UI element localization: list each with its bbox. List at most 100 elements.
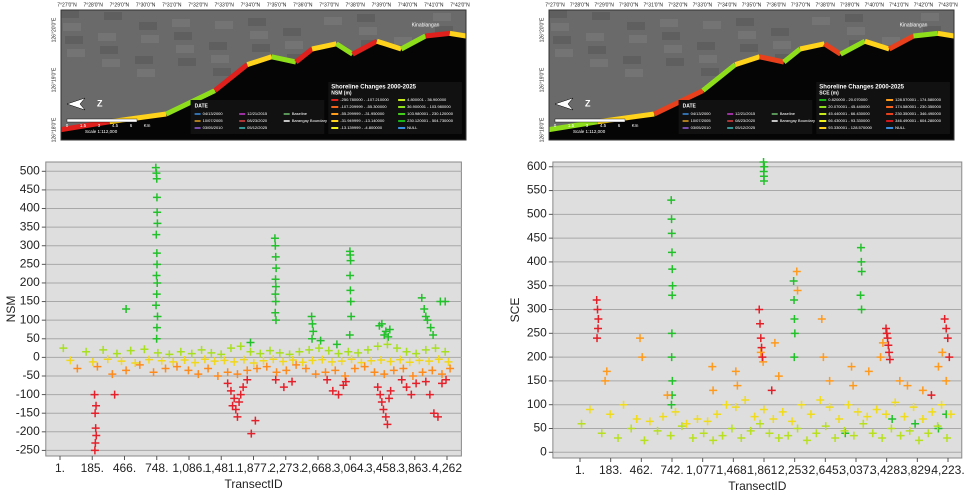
point bbox=[602, 367, 611, 376]
point bbox=[346, 286, 355, 295]
point bbox=[66, 356, 75, 365]
point bbox=[909, 403, 918, 412]
point bbox=[271, 241, 280, 250]
map-texture bbox=[435, 26, 453, 34]
lon-label: 7°35'0"N bbox=[742, 2, 762, 8]
point bbox=[444, 357, 453, 366]
point bbox=[770, 338, 779, 347]
point bbox=[888, 414, 897, 423]
x-tick-label: 1. bbox=[575, 463, 585, 477]
point bbox=[223, 379, 232, 388]
lon-label: 7°42'0"N bbox=[450, 2, 470, 8]
point bbox=[433, 412, 442, 421]
shoreline bbox=[799, 41, 825, 52]
point bbox=[927, 391, 936, 400]
point bbox=[314, 344, 323, 353]
point bbox=[693, 414, 702, 423]
map-texture bbox=[551, 23, 569, 31]
point bbox=[122, 305, 131, 313]
point bbox=[117, 357, 126, 366]
lat-label: 126°18'0"E bbox=[51, 117, 57, 142]
point bbox=[91, 438, 100, 447]
point bbox=[778, 407, 787, 416]
point bbox=[640, 436, 649, 445]
x-tick-label: 1,861. bbox=[747, 463, 780, 477]
shoreline bbox=[782, 47, 802, 64]
map-texture bbox=[139, 22, 157, 30]
date-title: DATE bbox=[683, 103, 697, 109]
point bbox=[247, 429, 256, 438]
point bbox=[577, 419, 586, 428]
x-tick-label: 3,458. bbox=[366, 461, 399, 475]
point bbox=[884, 341, 893, 350]
point bbox=[153, 278, 162, 287]
lat-label: 126°19'0"E bbox=[539, 67, 545, 92]
point bbox=[271, 290, 280, 299]
x-tick-label: 3,829. bbox=[901, 463, 934, 477]
point bbox=[859, 419, 868, 428]
y-tick-label: 300 bbox=[20, 238, 40, 252]
point bbox=[153, 260, 162, 269]
point bbox=[765, 429, 774, 438]
shoreline bbox=[839, 38, 867, 57]
x-tick-label: 3,863. bbox=[398, 461, 431, 475]
point bbox=[396, 355, 405, 364]
shoreline bbox=[213, 62, 249, 93]
point bbox=[668, 291, 677, 300]
point bbox=[441, 347, 450, 356]
date-label: 03/05/2010 bbox=[203, 125, 224, 130]
point bbox=[207, 348, 216, 357]
y-axis-title: NSM bbox=[4, 296, 18, 323]
point bbox=[152, 290, 161, 299]
point bbox=[271, 316, 280, 325]
x-tick-label: 185. bbox=[81, 461, 104, 475]
point bbox=[239, 355, 248, 364]
y-tick-label: 250 bbox=[20, 257, 40, 271]
point bbox=[230, 357, 239, 366]
frame bbox=[60, 9, 467, 141]
map-texture bbox=[67, 49, 85, 57]
map-texture bbox=[660, 19, 678, 27]
point bbox=[614, 434, 623, 443]
map-texture bbox=[697, 42, 715, 50]
x-tick-label: 742. bbox=[660, 463, 683, 477]
point bbox=[905, 426, 914, 435]
point bbox=[323, 375, 332, 384]
point bbox=[619, 400, 628, 409]
point bbox=[667, 329, 676, 338]
point bbox=[233, 370, 242, 379]
point bbox=[784, 431, 793, 440]
scale-number: 0 bbox=[554, 123, 557, 128]
y-tick-label: -50 bbox=[22, 368, 40, 382]
lon-label: 7°39'0"N bbox=[840, 2, 860, 8]
point bbox=[92, 431, 101, 440]
point bbox=[213, 371, 222, 380]
point bbox=[755, 305, 764, 314]
point bbox=[200, 355, 209, 364]
date-label: 12/21/2015 bbox=[735, 111, 756, 116]
north-label: Z bbox=[585, 98, 591, 108]
scale-number: 6 bbox=[130, 123, 133, 128]
lon-label: 7°29'0"N bbox=[594, 2, 614, 8]
point bbox=[918, 386, 927, 395]
lon-label: 7°33'0"N bbox=[214, 2, 234, 8]
point bbox=[756, 419, 765, 428]
point bbox=[756, 334, 765, 343]
point bbox=[849, 431, 858, 440]
map-texture bbox=[394, 37, 412, 45]
point bbox=[790, 353, 799, 362]
point bbox=[722, 400, 731, 409]
map-texture bbox=[699, 55, 717, 63]
point bbox=[350, 364, 359, 373]
point bbox=[942, 434, 951, 443]
point bbox=[392, 344, 401, 353]
point bbox=[876, 353, 885, 362]
y-tick-label: -250 bbox=[16, 443, 40, 457]
point bbox=[942, 376, 951, 385]
point bbox=[774, 372, 783, 381]
x-tick-label: 2,253. bbox=[778, 463, 811, 477]
point bbox=[636, 334, 645, 343]
x-tick-label: 1,086. bbox=[172, 461, 205, 475]
map-texture bbox=[736, 18, 754, 26]
x-tick-label: 2,668. bbox=[301, 461, 334, 475]
